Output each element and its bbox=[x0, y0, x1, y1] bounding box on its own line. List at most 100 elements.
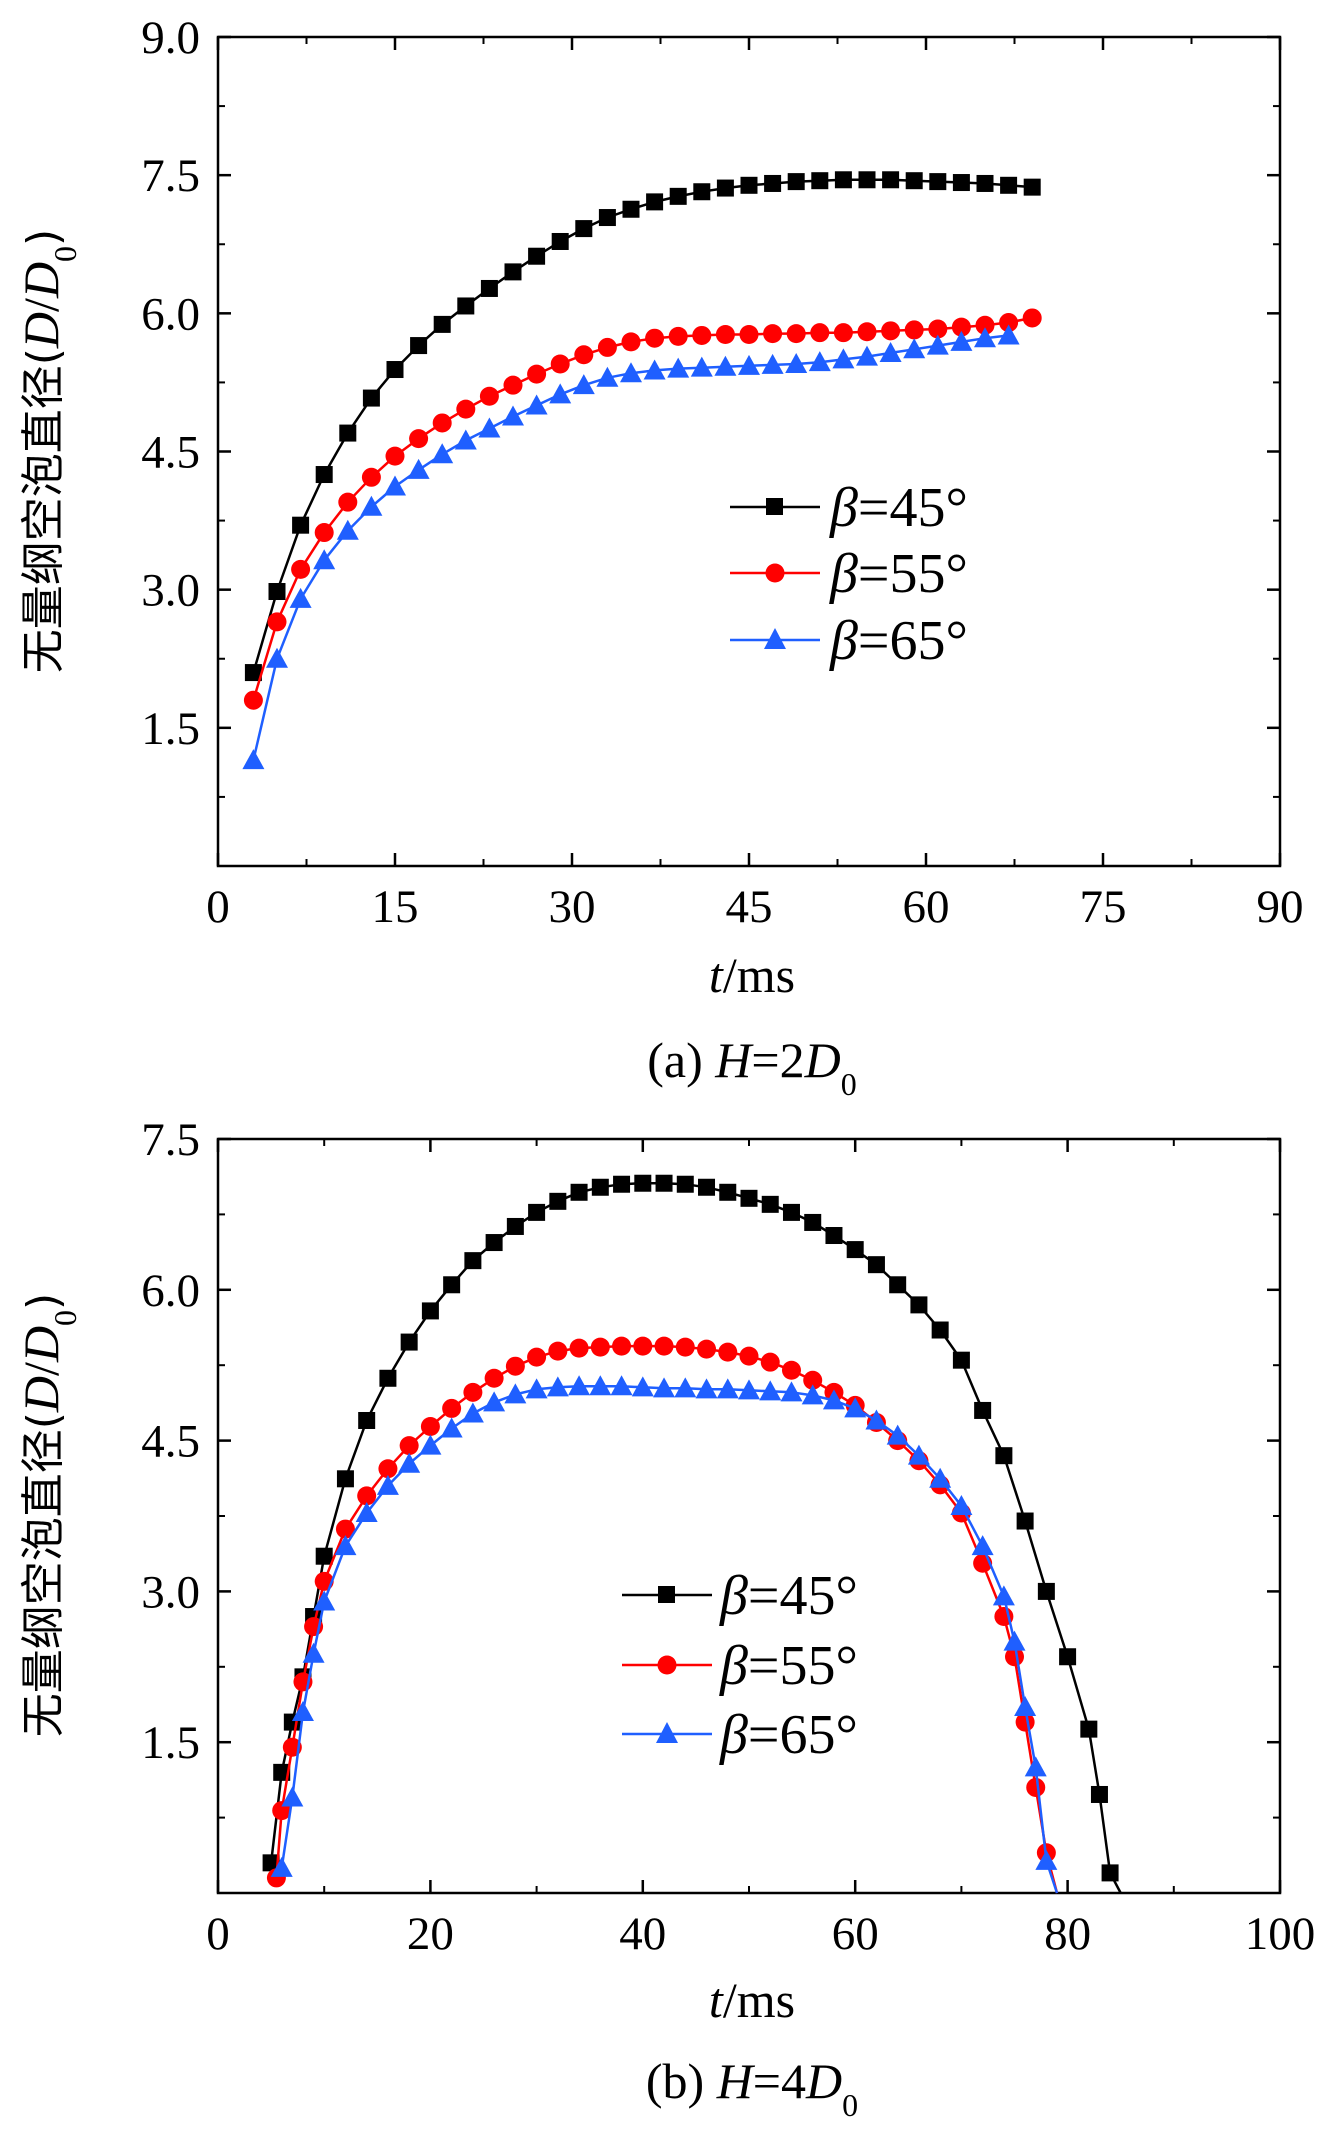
x-tick-label: 40 bbox=[619, 1908, 666, 1960]
data-point bbox=[856, 345, 878, 366]
data-point bbox=[634, 1174, 652, 1192]
y-tick-label: 9.0 bbox=[141, 12, 200, 64]
data-point bbox=[801, 1384, 824, 1405]
data-point bbox=[675, 1337, 695, 1357]
legend-label-55-sym: β bbox=[719, 1635, 748, 1697]
data-point bbox=[1000, 176, 1018, 194]
chart-panel-a: 0 15 30 45 60 75 90 1.5 3.0 4.5 6.0 7.5 9.0 无量纲空泡直径(… bbox=[13, 12, 1304, 1102]
data-point bbox=[715, 325, 735, 345]
data-point bbox=[780, 1381, 803, 1402]
x-tick-label: 30 bbox=[549, 881, 596, 933]
y-axis-label-close: ) bbox=[18, 229, 69, 246]
caption-b-prefix: (b) bbox=[646, 2053, 717, 2109]
data-point bbox=[484, 1368, 504, 1388]
x-tick-label: 20 bbox=[407, 1908, 454, 1960]
caption-a-eq: =2 bbox=[751, 1032, 804, 1088]
data-point bbox=[315, 1547, 333, 1565]
caption-b-var: H bbox=[716, 2053, 756, 2109]
legend-label-65-sym: β bbox=[829, 610, 858, 672]
data-point bbox=[1026, 1777, 1046, 1797]
legend-marker-45 bbox=[766, 498, 783, 515]
data-point bbox=[739, 325, 759, 345]
data-point bbox=[357, 1486, 377, 1506]
data-point bbox=[1003, 1630, 1026, 1651]
data-point bbox=[992, 1585, 1015, 1606]
data-point bbox=[597, 337, 617, 357]
data-point bbox=[654, 1336, 674, 1356]
data-point bbox=[1037, 1582, 1055, 1600]
data-point bbox=[549, 383, 572, 404]
data-point bbox=[695, 1378, 718, 1399]
data-point bbox=[719, 1183, 737, 1201]
data-point bbox=[443, 1276, 461, 1294]
data-point bbox=[314, 523, 334, 543]
data-point bbox=[463, 1382, 483, 1402]
series-square bbox=[262, 1174, 1122, 1894]
y-axis-label-text: 无量纲空泡直径( bbox=[18, 348, 69, 673]
data-point bbox=[335, 1519, 355, 1539]
plot-frame bbox=[216, 1137, 1282, 1895]
data-point bbox=[971, 1535, 994, 1556]
data-point bbox=[655, 1174, 673, 1192]
data-point bbox=[360, 495, 383, 516]
data-point bbox=[907, 1444, 930, 1465]
y-tick-label: 1.5 bbox=[141, 703, 200, 755]
data-point bbox=[929, 173, 947, 191]
data-point bbox=[432, 413, 452, 433]
data-point bbox=[273, 1763, 291, 1781]
data-point bbox=[433, 315, 451, 333]
data-point bbox=[270, 1856, 293, 1877]
data-point bbox=[504, 263, 522, 281]
data-point bbox=[399, 1436, 419, 1456]
y-axis-label-close: ) bbox=[18, 1293, 69, 1310]
data-point bbox=[456, 399, 476, 419]
data-point bbox=[674, 1377, 697, 1398]
y-axis-label-var2: D bbox=[13, 1326, 69, 1363]
data-point bbox=[690, 356, 713, 377]
data-point bbox=[1016, 1512, 1034, 1530]
data-point bbox=[1014, 1696, 1037, 1717]
y-tick-label: 7.5 bbox=[141, 150, 200, 202]
data-point bbox=[858, 171, 876, 189]
data-point bbox=[834, 171, 852, 189]
caption-b-sym: D bbox=[805, 2053, 842, 2109]
data-point bbox=[926, 334, 949, 355]
data-point bbox=[1005, 1647, 1024, 1667]
data-point bbox=[528, 1203, 546, 1221]
data-point bbox=[761, 1195, 779, 1213]
data-point bbox=[621, 332, 641, 352]
caption-a-var: H bbox=[714, 1032, 754, 1088]
data-point bbox=[667, 357, 690, 378]
data-point bbox=[931, 1321, 949, 1339]
data-point bbox=[398, 1452, 421, 1473]
data-point bbox=[244, 664, 262, 682]
legend-marker-65 bbox=[764, 628, 786, 649]
y-axis-label-var1: D bbox=[13, 312, 69, 349]
data-point bbox=[786, 324, 806, 344]
data-point bbox=[951, 317, 971, 337]
series-triangle bbox=[270, 1375, 1059, 1894]
series-line bbox=[280, 1385, 1059, 1894]
y-tick-label: 4.5 bbox=[141, 427, 200, 479]
y-tick-label: 6.0 bbox=[141, 288, 200, 340]
legend-label-65: β=65° bbox=[719, 1704, 858, 1766]
data-point bbox=[716, 179, 734, 197]
data-point bbox=[693, 183, 711, 201]
legend-label-65: β=65° bbox=[829, 610, 968, 672]
data-point bbox=[886, 1424, 909, 1445]
series-line bbox=[252, 178, 1033, 673]
data-point bbox=[289, 587, 312, 608]
data-point bbox=[613, 1175, 631, 1193]
data-point bbox=[739, 1346, 759, 1366]
data-point bbox=[764, 174, 782, 192]
legend-label-55-sym: β bbox=[829, 543, 858, 605]
data-point bbox=[313, 1590, 336, 1611]
y-tick-label: 7.5 bbox=[141, 1114, 200, 1166]
data-point bbox=[528, 247, 546, 265]
data-point bbox=[267, 612, 287, 632]
series-line bbox=[275, 1344, 1059, 1894]
legend-label-45-sym: β bbox=[829, 477, 858, 539]
legend-b: β=45° β=55° β=65° bbox=[622, 1565, 858, 1766]
y-axis-label: 无量纲空泡直径(D/D0) bbox=[13, 229, 83, 673]
